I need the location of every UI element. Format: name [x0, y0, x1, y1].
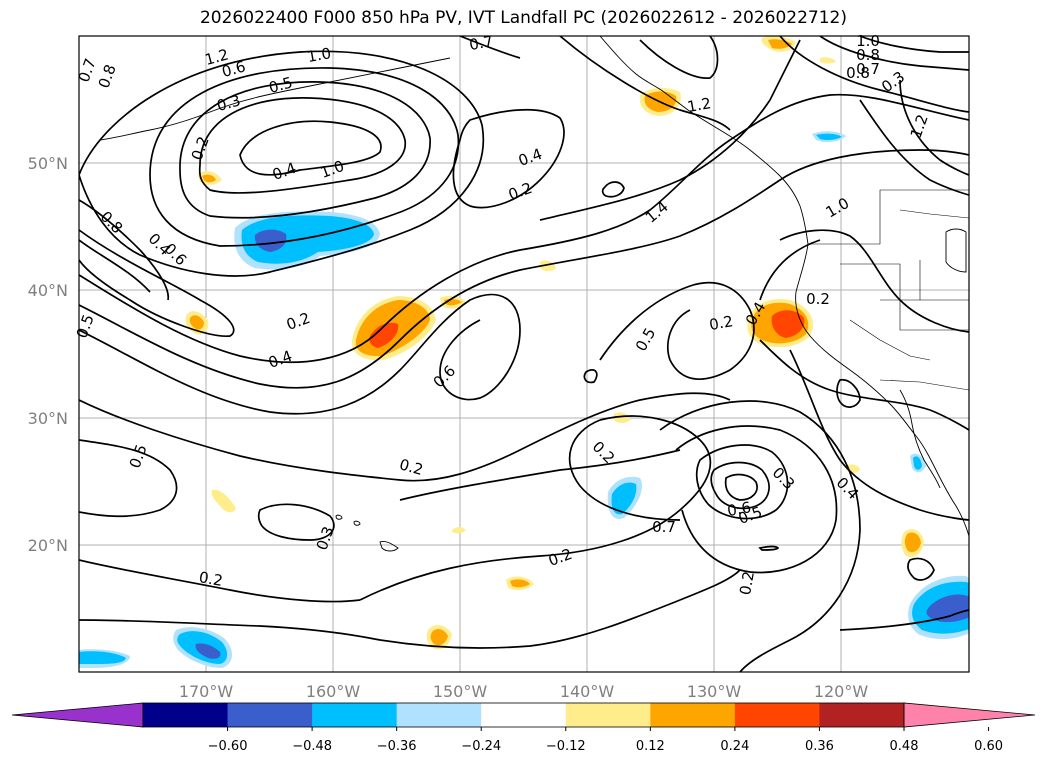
contour-label: 0.2 — [188, 134, 213, 163]
lon-label: 120°W — [814, 682, 869, 701]
colorbar-tick-label: −0.36 — [377, 739, 417, 754]
lat-label: 50°N — [28, 154, 68, 173]
contour-label: 0.2 — [708, 312, 735, 334]
colorbar: −0.60 −0.48 −0.36 −0.24 −0.12 0.12 0.24 0.36 0.4… — [11, 702, 1036, 754]
contour-label: 0.2 — [198, 568, 225, 590]
colorbar-bin — [143, 703, 229, 727]
contour-label: 0.5 — [267, 73, 295, 97]
contour-label: 0.3 — [878, 68, 908, 96]
colorbar-bin — [819, 703, 905, 727]
contour-label: 0.5 — [73, 312, 98, 341]
lat-label: 30°N — [28, 409, 68, 428]
contour-label: 0.2 — [736, 570, 758, 597]
map-frame — [78, 35, 970, 673]
contour-label: 0.6 — [430, 362, 460, 392]
contour-label: 0.5 — [632, 325, 660, 355]
contour-label: 0.8 — [856, 46, 880, 64]
contour-label: 1.2 — [203, 45, 231, 69]
lat-label: 40°N — [28, 281, 68, 300]
contour-label: 0.4 — [516, 145, 545, 170]
colorbar-tick-label: 0.36 — [805, 739, 834, 754]
colorbar-tick-label: −0.60 — [208, 739, 248, 754]
contour-label: 0.6 — [726, 498, 753, 520]
colorbar-bin — [396, 703, 482, 727]
lon-label: 150°W — [433, 682, 488, 701]
colorbar-bin — [227, 703, 313, 727]
contour-label: 0.8 — [95, 62, 120, 91]
contour-label: 0.2 — [397, 455, 425, 479]
colorbar-bin — [312, 703, 398, 727]
contour-label: 1.0 — [306, 44, 333, 66]
colorbar-tick-label: 0.60 — [974, 739, 1003, 754]
colorbar-bin — [734, 703, 820, 727]
lon-label: 130°W — [687, 682, 742, 701]
colorbar-tick-label: 0.12 — [636, 739, 665, 754]
colorbar-tick-label: 0.48 — [890, 739, 919, 754]
contour-label: 0.2 — [546, 545, 575, 570]
coastlines — [99, 36, 969, 552]
colorbar-tick-label: −0.24 — [461, 739, 501, 754]
lon-label: 160°W — [306, 682, 361, 701]
colorbar-bin — [650, 703, 736, 727]
colorbar-extend-high — [903, 702, 1036, 728]
colorbar-tick-label: −0.12 — [546, 739, 586, 754]
contour-label: 1.2 — [686, 94, 713, 116]
contour-label: 1.0 — [856, 32, 880, 50]
contour-label: 0.7 — [856, 60, 880, 78]
contour-label: 0.2 — [506, 179, 535, 204]
lat-label: 20°N — [28, 536, 68, 555]
contour-label: 0.7 — [468, 32, 495, 54]
contour-label: 1.0 — [318, 157, 347, 182]
contour-label: 1.4 — [642, 198, 672, 227]
contour-label: 0.3 — [769, 464, 799, 494]
colorbar-tick-label: 0.24 — [720, 739, 749, 754]
lon-label: 170°W — [179, 682, 234, 701]
map-title: 2026022400 F000 850 hPa PV, IVT Landfall… — [199, 8, 847, 28]
contour-label: 0.2 — [284, 309, 313, 334]
colorbar-bin — [565, 703, 651, 727]
contour-label: 0.5 — [126, 442, 151, 471]
contour-label: 0.2 — [806, 290, 830, 308]
colorbar-bin — [481, 703, 567, 727]
colorbar-frame — [142, 702, 905, 728]
contour-label: 1.2 — [907, 112, 932, 141]
contour-label: 0.6 — [220, 57, 248, 81]
colorbar-tick-label: −0.48 — [292, 739, 332, 754]
contour-label: 0.4 — [266, 347, 295, 372]
contour-label: 0.7 — [652, 518, 676, 536]
pv-contours — [79, 36, 969, 672]
lon-label: 140°W — [560, 682, 615, 701]
contour-label: 1.0 — [823, 194, 853, 222]
contour-label: 0.8 — [846, 64, 870, 82]
contour-label: 0.3 — [215, 91, 243, 115]
map-plot-area — [79, 36, 969, 672]
colorbar-extend-low — [11, 702, 144, 728]
